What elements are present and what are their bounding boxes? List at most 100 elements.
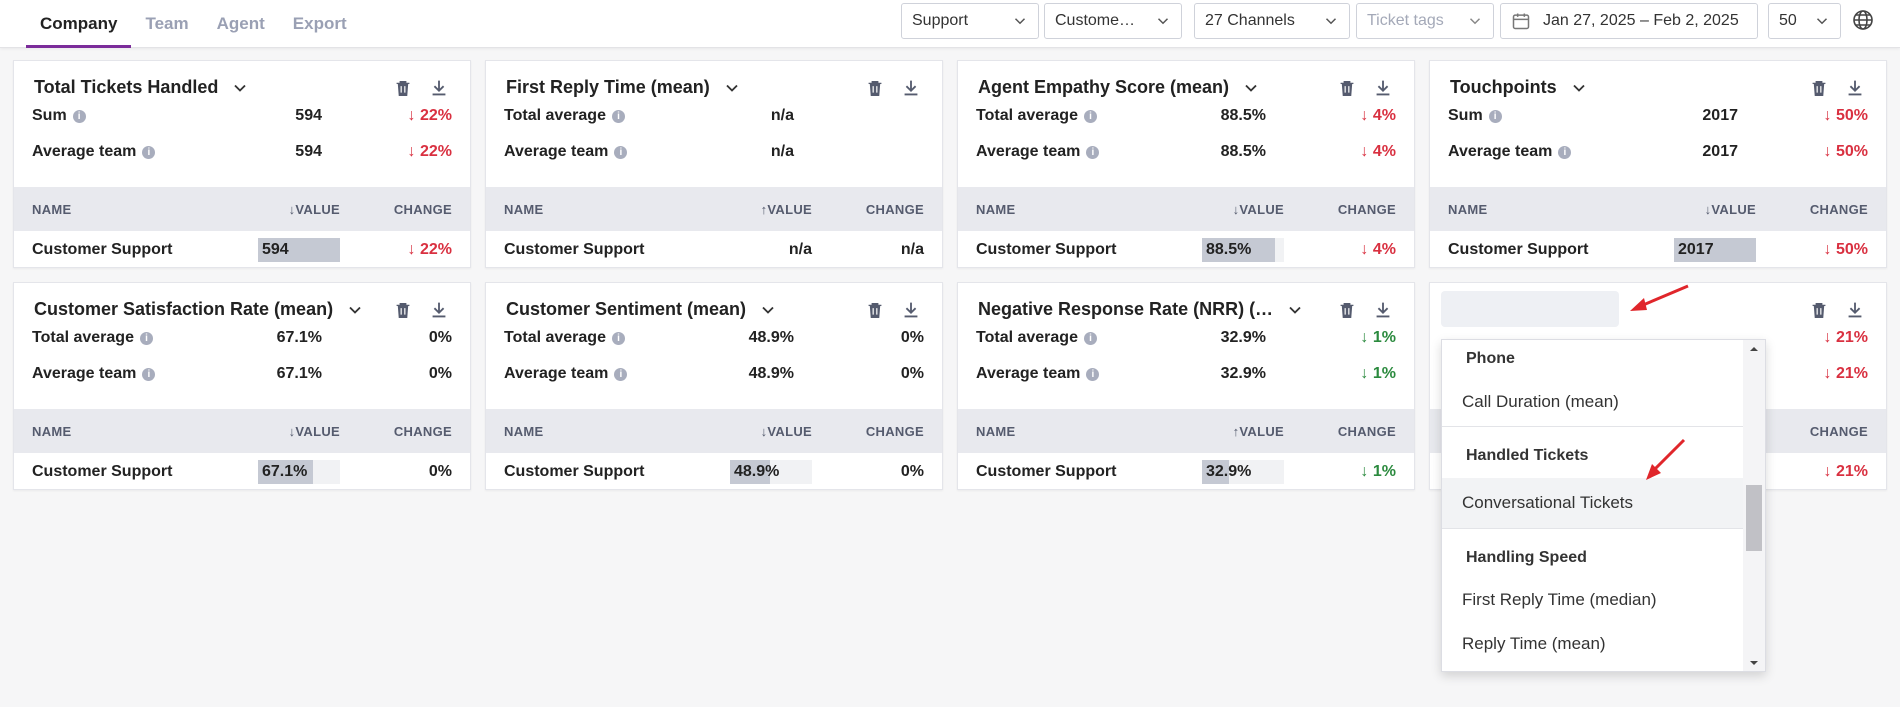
info-icon[interactable]: i [611, 331, 625, 345]
metric-title-selector[interactable]: First Reply Time (mean) [506, 77, 742, 98]
column-change-header[interactable]: CHANGE [1337, 202, 1396, 217]
trash-icon[interactable] [864, 299, 886, 321]
column-value-header[interactable]: ↑VALUE [760, 202, 812, 217]
value-bar: 88.5% [1202, 238, 1284, 262]
limit-select[interactable]: 50 [1768, 3, 1841, 39]
scroll-down-icon[interactable] [1749, 658, 1759, 668]
dropdown-scroll-thumb[interactable] [1746, 485, 1762, 551]
chevron-down-icon [1325, 18, 1337, 25]
stat-value: 2017 [1702, 143, 1738, 160]
activity-hours-selector[interactable] [1441, 291, 1619, 327]
column-change-header[interactable]: CHANGE [1809, 202, 1868, 217]
column-value-header[interactable]: ↓VALUE [1232, 202, 1284, 217]
stat-label: Average team [504, 365, 609, 382]
download-icon[interactable] [1844, 77, 1866, 99]
card-title: Touchpoints [1450, 77, 1557, 97]
table-header: NAME ↓VALUE CHANGE [14, 409, 470, 453]
column-name-header[interactable]: NAME [32, 202, 72, 217]
column-change-header[interactable]: CHANGE [393, 424, 452, 439]
info-icon[interactable]: i [139, 331, 153, 345]
download-icon[interactable] [1844, 299, 1866, 321]
metric-title-selector[interactable]: Customer Satisfaction Rate (mean) [34, 299, 365, 320]
table-row[interactable]: Customer Support 88.5% ↓ 4% [958, 231, 1414, 267]
download-icon[interactable] [1372, 77, 1394, 99]
column-name-header[interactable]: NAME [1448, 202, 1488, 217]
info-icon[interactable]: i [1558, 145, 1572, 159]
column-name-header[interactable]: NAME [976, 202, 1016, 217]
date-range-picker[interactable]: Jan 27, 2025 – Feb 2, 2025 [1500, 3, 1758, 39]
info-icon[interactable]: i [1086, 367, 1100, 381]
info-icon[interactable]: i [1083, 331, 1097, 345]
scroll-up-icon[interactable] [1749, 344, 1759, 354]
info-icon[interactable]: i [1086, 145, 1100, 159]
metric-title-selector[interactable]: Total Tickets Handled [34, 77, 250, 98]
dropdown-item-first-reply-time-median[interactable]: First Reply Time (median) [1462, 590, 1657, 609]
column-change-header[interactable]: CHANGE [865, 202, 924, 217]
info-icon[interactable]: i [142, 145, 156, 159]
trash-icon[interactable] [392, 299, 414, 321]
table-row[interactable]: Customer Support 48.9% 0% [486, 453, 942, 489]
info-icon[interactable]: i [614, 367, 628, 381]
stat-label: Total average [504, 329, 606, 346]
table-row[interactable]: Customer Support 67.1% 0% [14, 453, 470, 489]
tab-company[interactable]: Company [26, 0, 132, 48]
info-icon[interactable]: i [1488, 109, 1502, 123]
dropdown-item-call-duration[interactable]: Call Duration (mean) [1462, 392, 1619, 411]
column-name-header[interactable]: NAME [32, 424, 72, 439]
stat-change: ↓ 22% [407, 143, 452, 160]
trash-icon[interactable] [1336, 299, 1358, 321]
tab-export[interactable]: Export [292, 14, 347, 33]
stat-label-wrap: Average team i [1448, 143, 1572, 161]
column-name-header[interactable]: NAME [976, 424, 1016, 439]
metric-title-selector[interactable]: Touchpoints [1450, 77, 1589, 98]
trash-icon[interactable] [392, 77, 414, 99]
info-icon[interactable]: i [1083, 109, 1097, 123]
trash-icon[interactable] [1808, 77, 1830, 99]
column-value-header[interactable]: ↓VALUE [288, 424, 340, 439]
download-icon[interactable] [900, 77, 922, 99]
tab-team[interactable]: Team [145, 14, 189, 33]
info-icon[interactable]: i [611, 109, 625, 123]
download-icon[interactable] [428, 77, 450, 99]
dropdown-item-conversational-tickets[interactable]: Conversational Tickets [1442, 478, 1745, 528]
table-row[interactable]: ↓ 21% [1430, 453, 1886, 489]
metric-title-selector[interactable]: Negative Response Rate (NRR) (… [978, 299, 1305, 320]
team-select[interactable]: Support [901, 3, 1039, 39]
chevron-down-icon [1816, 18, 1828, 25]
table-row[interactable]: Customer Support 32.9% ↓ 1% [958, 453, 1414, 489]
card-title: Negative Response Rate (NRR) (… [978, 299, 1274, 319]
ticket-tags-select[interactable]: Ticket tags [1356, 3, 1494, 39]
column-value-header[interactable]: ↓VALUE [760, 424, 812, 439]
download-icon[interactable] [900, 299, 922, 321]
dropdown-scrollbar[interactable] [1743, 340, 1765, 671]
info-icon[interactable]: i [142, 367, 156, 381]
column-change-header[interactable]: CHANGE [393, 202, 452, 217]
column-name-header[interactable]: NAME [504, 202, 544, 217]
group-select[interactable]: Custome… [1044, 3, 1182, 39]
metric-title-selector[interactable]: Agent Empathy Score (mean) [978, 77, 1261, 98]
tab-agent[interactable]: Agent [216, 14, 265, 33]
table-row[interactable]: Customer Support n/a n/a [486, 231, 942, 267]
stat-label-wrap: Total average i [32, 329, 153, 347]
column-change-header[interactable]: CHANGE [865, 424, 924, 439]
trash-icon[interactable] [1336, 77, 1358, 99]
stat-label: Average team [32, 143, 137, 160]
column-change-header[interactable]: CHANGE [1809, 424, 1868, 439]
info-icon[interactable]: i [72, 109, 86, 123]
column-change-header[interactable]: CHANGE [1337, 424, 1396, 439]
metric-title-selector[interactable]: Customer Sentiment (mean) [506, 299, 778, 320]
download-icon[interactable] [428, 299, 450, 321]
download-icon[interactable] [1372, 299, 1394, 321]
table-row[interactable]: Customer Support 594 ↓ 22% [14, 231, 470, 267]
globe-icon[interactable] [1851, 8, 1875, 32]
dropdown-item-reply-time-mean[interactable]: Reply Time (mean) [1462, 634, 1606, 653]
table-row[interactable]: Customer Support 2017 ↓ 50% [1430, 231, 1886, 267]
channels-select[interactable]: 27 Channels [1194, 3, 1350, 39]
column-value-header[interactable]: ↑VALUE [1232, 424, 1284, 439]
column-value-header[interactable]: ↓VALUE [288, 202, 340, 217]
trash-icon[interactable] [864, 77, 886, 99]
trash-icon[interactable] [1808, 299, 1830, 321]
column-value-header[interactable]: ↓VALUE [1704, 202, 1756, 217]
column-name-header[interactable]: NAME [504, 424, 544, 439]
info-icon[interactable]: i [614, 145, 628, 159]
